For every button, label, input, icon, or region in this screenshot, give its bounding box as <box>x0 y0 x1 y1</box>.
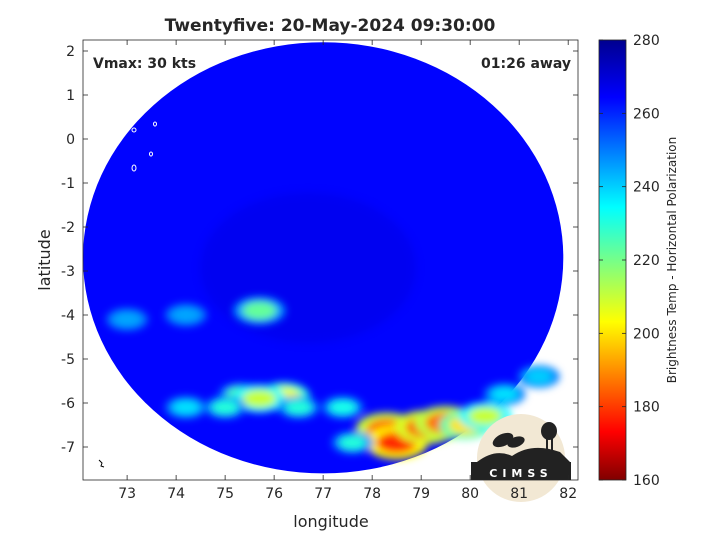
x-tick-label: 75 <box>216 486 234 502</box>
feature-core <box>490 387 519 402</box>
y-tick-label: -6 <box>61 396 75 412</box>
colorbar-tick-label: 260 <box>633 106 660 122</box>
y-tick-label: -4 <box>61 308 75 324</box>
warm-center <box>200 192 417 344</box>
feature-core <box>242 301 277 320</box>
chart-title: Twentyfive: 20-May-2024 09:30:00 <box>165 16 496 36</box>
y-tick-label: -7 <box>61 440 75 456</box>
colorbar-ticks: 280 260 240 220 200 180 160 <box>599 33 660 489</box>
axes: 73 74 75 76 77 78 79 80 81 82 2 1 0 -1 -2 -3 -4 -5 -6 -7 <box>61 40 578 502</box>
time-away-annotation: 01:26 away <box>481 56 571 72</box>
feature-core <box>172 307 200 323</box>
feature-core <box>172 400 200 415</box>
colorbar-tick-label: 280 <box>633 33 660 49</box>
feature-core <box>329 400 357 415</box>
x-tick-label: 82 <box>559 486 577 502</box>
colorbar-label: Brightness Temp - Horizontal Polarizatio… <box>665 137 679 384</box>
x-tick-label: 81 <box>510 486 528 502</box>
colorbar <box>598 39 627 481</box>
y-tick-label: 2 <box>66 44 75 60</box>
satellite-dish-icon <box>507 436 525 448</box>
logo-text: CIMSS <box>489 467 552 480</box>
colorbar-tick-label: 200 <box>633 326 660 342</box>
island-outline <box>131 164 137 172</box>
y-axis-label: latitude <box>35 229 54 290</box>
x-tick-label: 80 <box>461 486 479 502</box>
feature-core <box>113 312 141 327</box>
island-outline <box>131 127 137 133</box>
water-tower-leg <box>546 438 548 462</box>
feature-core <box>467 407 502 426</box>
y-tick-label: -3 <box>61 264 75 280</box>
x-tick-label: 76 <box>265 486 283 502</box>
feature-group <box>106 296 560 460</box>
x-tick-label: 73 <box>118 486 136 502</box>
water-tower-leg <box>551 438 553 462</box>
y-tick-label: -5 <box>61 352 75 368</box>
feature-core <box>242 389 277 408</box>
plot-frame <box>82 39 579 481</box>
colorbar-tick-label: 160 <box>633 473 660 489</box>
island-outlines <box>98 121 157 468</box>
feature-core <box>525 369 553 384</box>
island-outline <box>153 121 157 127</box>
x-tick-label: 78 <box>363 486 381 502</box>
x-tick-label: 74 <box>167 486 185 502</box>
x-axis-label: longitude <box>293 512 368 531</box>
feature-core <box>285 400 313 415</box>
colorbar-tick-label: 180 <box>633 400 660 416</box>
island-outline <box>98 459 105 468</box>
y-tick-label: -1 <box>61 176 75 192</box>
colorbar-tick-label: 220 <box>633 253 660 269</box>
y-tick-label: 0 <box>66 132 75 148</box>
feature-core <box>211 400 239 415</box>
y-tick-label: 1 <box>66 88 75 104</box>
x-tick-label: 77 <box>314 486 332 502</box>
logo-band <box>471 462 571 480</box>
vmax-annotation: Vmax: 30 kts <box>93 56 196 72</box>
x-tick-label: 79 <box>412 486 430 502</box>
island-outline <box>149 151 153 157</box>
swath-layer <box>83 42 564 474</box>
y-tick-label: -2 <box>61 220 75 236</box>
feature-core <box>338 435 367 450</box>
colorbar-tick-label: 240 <box>633 180 660 196</box>
water-tower-icon <box>541 422 557 440</box>
